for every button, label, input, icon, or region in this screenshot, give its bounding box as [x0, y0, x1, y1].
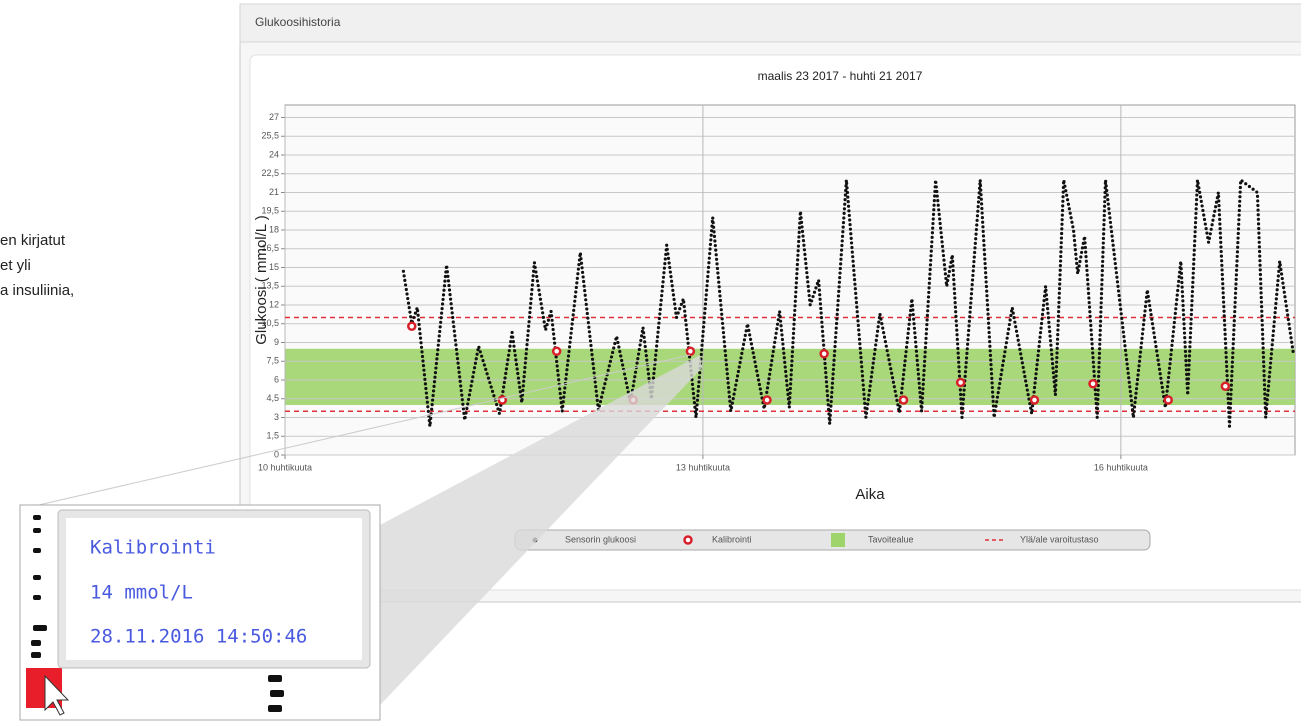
- y-tick-label: 21: [269, 187, 279, 197]
- calibration-point: [1163, 395, 1173, 405]
- y-tick-label: 7,5: [266, 356, 279, 366]
- y-tick-label: 4,5: [266, 393, 279, 403]
- zoom-line: [29, 354, 691, 508]
- sensor-glucose: [401, 176, 1296, 427]
- side-line: et yli: [0, 257, 31, 274]
- calibration-point: [685, 346, 696, 356]
- calibration-point: [955, 377, 966, 388]
- x-tick-label: 13 huhtikuuta: [676, 462, 730, 472]
- legend-label: Tavoitealue: [868, 534, 914, 544]
- x-axis-label: Aika: [855, 486, 885, 503]
- calibration-point: [898, 395, 909, 405]
- calibration-point: [762, 395, 772, 405]
- inset-dots: [31, 515, 284, 712]
- y-tick-label: 1,5: [266, 431, 279, 441]
- tooltip: [66, 518, 362, 660]
- panel-header: [239, 3, 1301, 43]
- chart-title: maalis 23 2017 - huhti 21 2017: [758, 69, 923, 83]
- y-tick-label: 15: [269, 262, 279, 272]
- y-tick-label: 19,5: [261, 206, 279, 216]
- y-tick-label: 25,5: [261, 131, 279, 141]
- calibration-point: [1029, 395, 1040, 405]
- calibration-point: [1220, 381, 1231, 391]
- y-tick-label: 16,5: [261, 243, 279, 253]
- legend-marker: [683, 535, 693, 545]
- plot: 0 1,5 3 4,5 6 7,5 9 10,5 12 13,5 15 16,5 18 19,5 21 22,…: [258, 105, 1296, 472]
- y-tick-label: 18: [269, 224, 279, 234]
- calibration-point: [1088, 379, 1098, 389]
- y-tick-label: 6: [274, 374, 279, 384]
- legend-label: Ylä/ale varoitustaso: [1020, 534, 1099, 544]
- tooltip-time: 28.11.2016 14:50:46: [90, 626, 307, 648]
- side-line: en kirjatut: [0, 232, 66, 249]
- panel-title: Glukoosihistoria: [255, 15, 341, 29]
- zoom-callout: [380, 355, 702, 705]
- y-tick-label: 27: [269, 112, 279, 122]
- x-tick-label: 16 huhtikuuta: [1094, 462, 1148, 472]
- calibration-point: [551, 346, 562, 356]
- legend-marker: [831, 533, 845, 547]
- legend-label: Sensorin glukoosi: [565, 534, 636, 544]
- y-tick-label: 3: [274, 412, 279, 422]
- cursor: [44, 674, 70, 716]
- side-text: en kirjatut et yli a insuliinia,: [0, 232, 74, 299]
- y-tick-label: 13,5: [261, 281, 279, 291]
- side-line: a insuliinia,: [0, 282, 74, 299]
- legend-label: Kalibrointi: [712, 534, 752, 544]
- tooltip-value: 14 mmol/L: [90, 582, 193, 604]
- tooltip-title: Kalibrointi: [90, 537, 216, 559]
- calibration-point: [407, 321, 417, 331]
- y-tick-label: 10,5: [261, 318, 279, 328]
- calibration-point: [819, 349, 829, 359]
- x-tick-label: 10 huhtikuuta: [258, 462, 312, 472]
- y-tick-label: 24: [269, 149, 279, 159]
- y-tick-label: 0: [274, 449, 279, 459]
- y-tick-label: 22,5: [261, 168, 279, 178]
- y-tick-label: 9: [274, 337, 279, 347]
- y-axis-label: Glukoosi ( mmol/L ): [253, 215, 270, 344]
- y-tick-label: 12: [269, 299, 279, 309]
